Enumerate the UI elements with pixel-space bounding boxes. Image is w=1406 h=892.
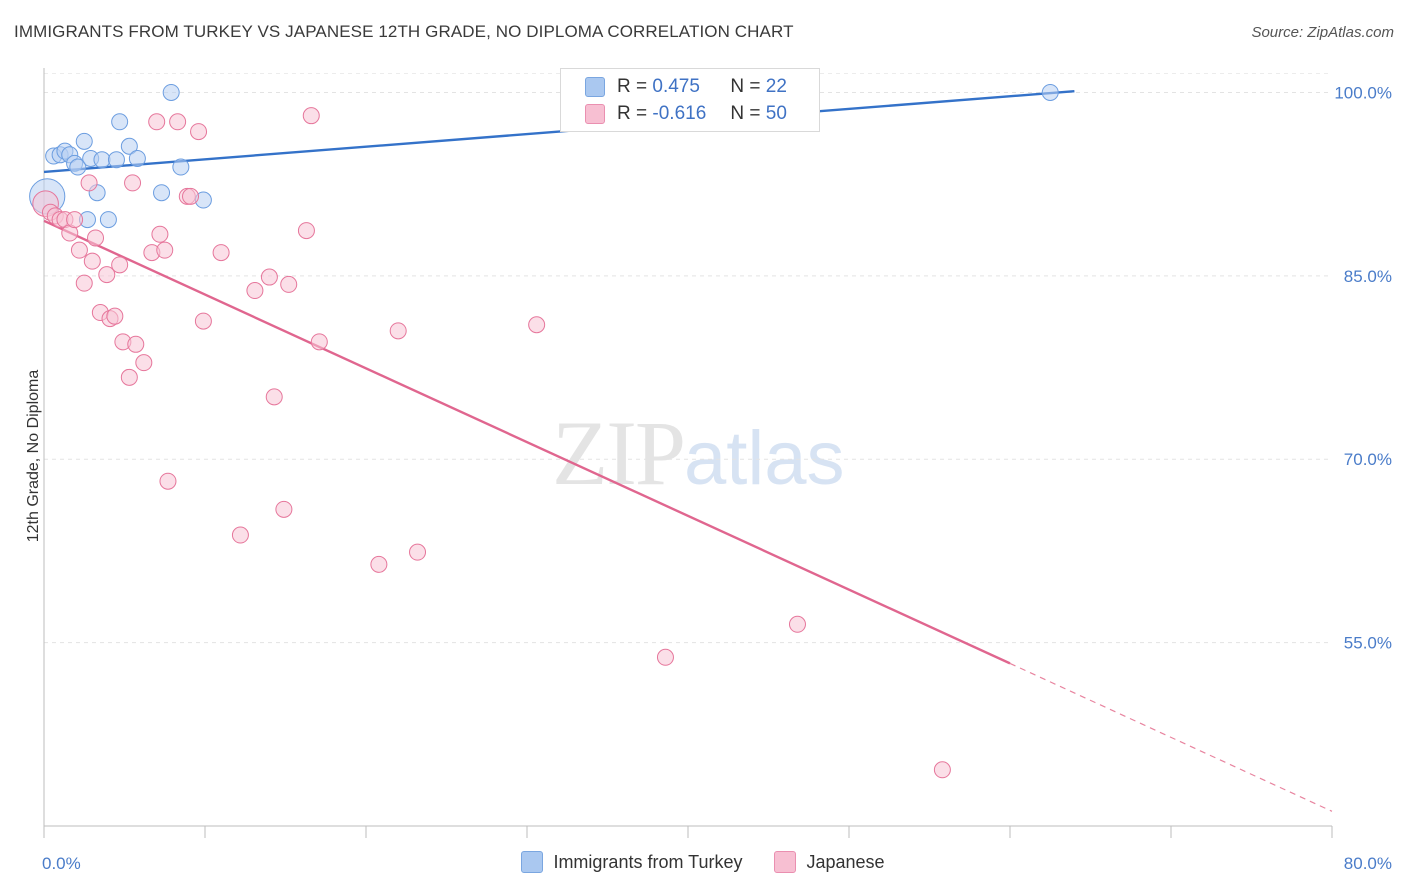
series-0-points [29, 83, 1059, 229]
data-point [70, 241, 88, 259]
data-point [156, 241, 174, 259]
data-point [127, 335, 145, 353]
data-point [172, 158, 190, 176]
legend-swatch-japanese [774, 851, 797, 873]
legend-r-value: -0.616 [652, 103, 707, 124]
data-point [231, 526, 249, 544]
data-point [159, 472, 177, 490]
data-point [1041, 83, 1059, 101]
data-point [111, 113, 129, 131]
data-point [169, 113, 187, 131]
data-point [788, 615, 806, 633]
data-point [83, 252, 101, 270]
data-point [75, 274, 93, 292]
trend-lines [43, 90, 1333, 812]
data-point [107, 151, 125, 169]
legend-n-value: 22 [765, 76, 787, 97]
series-1-points [32, 83, 951, 779]
data-point [106, 307, 124, 325]
data-point [528, 316, 546, 334]
data-point [389, 322, 407, 340]
data-point [128, 149, 146, 167]
stats-legend: R = 0.475 N = 22 R = -0.616 N = 50 [560, 68, 820, 132]
data-point [151, 225, 169, 243]
data-point [69, 158, 87, 176]
data-point [275, 500, 293, 518]
grid-lines [44, 72, 1332, 644]
legend-item-turkey: Immigrants from Turkey [521, 851, 742, 873]
data-point [98, 266, 116, 284]
watermark-atlas: atlas [684, 416, 845, 501]
legend-swatch-turkey [521, 851, 544, 873]
legend-row-japanese: R = -0.616 N = 50 [561, 100, 787, 128]
series-legend: Immigrants from Turkey Japanese [0, 851, 1406, 873]
legend-n-label: N = [730, 103, 761, 124]
data-point [260, 268, 278, 286]
data-point [265, 388, 283, 406]
x-tick-labels: 0.0% 80.0% [42, 854, 1392, 873]
data-point [120, 137, 138, 155]
data-point [246, 282, 264, 300]
y-tick-label: 100.0% [1334, 83, 1392, 102]
data-point [153, 184, 171, 202]
watermark: ZIPatlas [552, 400, 845, 506]
legend-r-value: 0.475 [652, 76, 700, 97]
data-point [409, 543, 427, 561]
y-tick-label: 85.0% [1344, 267, 1392, 286]
data-point [656, 648, 674, 666]
data-point [120, 368, 138, 386]
legend-r-label: R = [617, 76, 648, 97]
source-label: Source: ZipAtlas.com [1251, 24, 1394, 41]
trend-line-1 [43, 219, 1011, 665]
legend-r-label: R = [617, 103, 648, 124]
y-tick-labels: 100.0% 85.0% 70.0% 55.0% [1334, 83, 1392, 652]
trend-line-0 [43, 90, 1075, 174]
data-point [302, 107, 320, 125]
data-point [370, 555, 388, 573]
legend-label-turkey: Immigrants from Turkey [553, 851, 743, 872]
legend-swatch-japanese [585, 104, 605, 124]
axes [43, 68, 1333, 838]
data-point [190, 123, 208, 141]
data-point [933, 761, 951, 779]
data-point [194, 312, 212, 330]
data-point [310, 333, 328, 351]
chart-title: IMMIGRANTS FROM TURKEY VS JAPANESE 12TH … [14, 22, 794, 41]
legend-item-japanese: Japanese [774, 851, 885, 873]
data-point [75, 132, 93, 150]
data-point [162, 83, 180, 101]
data-point [99, 211, 117, 229]
data-point [66, 211, 84, 229]
data-point [80, 174, 98, 192]
data-point [93, 151, 111, 169]
data-point [124, 174, 142, 192]
y-tick-label: 55.0% [1344, 634, 1392, 653]
data-point [135, 354, 153, 372]
x-tick-label: 80.0% [1344, 854, 1392, 873]
data-point [297, 222, 315, 240]
y-tick-label: 70.0% [1344, 450, 1392, 469]
data-point [212, 244, 230, 262]
legend-label-japanese: Japanese [806, 851, 885, 872]
data-point [280, 275, 298, 293]
data-points [29, 83, 1059, 779]
data-point [182, 187, 200, 205]
trend-line-extension-1 [1009, 662, 1333, 812]
watermark-zip: ZIP [552, 402, 686, 504]
x-tick-label: 0.0% [42, 854, 81, 873]
data-point [111, 256, 129, 274]
legend-n-value: 50 [765, 103, 787, 124]
legend-n-label: N = [730, 76, 761, 97]
data-point [87, 229, 105, 247]
legend-swatch-turkey [585, 77, 605, 97]
legend-row-turkey: R = 0.475 N = 22 [561, 73, 787, 101]
data-point [148, 113, 166, 131]
